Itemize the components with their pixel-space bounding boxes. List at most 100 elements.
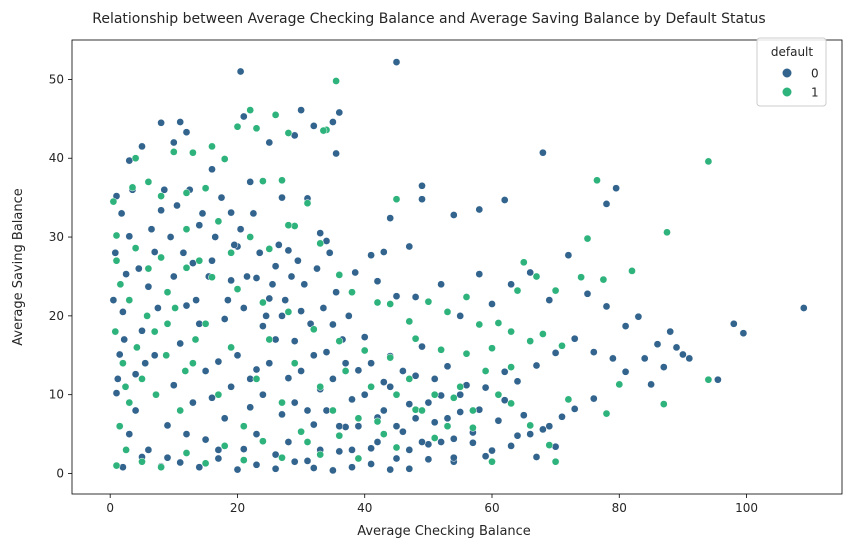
scatter-point-default-0 — [243, 272, 251, 281]
scatter-point-default-0 — [335, 108, 344, 117]
scatter-point-default-0 — [405, 400, 414, 408]
scatter-point-default-0 — [640, 354, 649, 363]
scatter-point-default-1 — [233, 285, 242, 293]
scatter-point-default-0 — [150, 351, 159, 360]
scatter-point-default-1 — [354, 454, 363, 463]
scatter-point-default-0 — [303, 457, 312, 465]
scatter-point-default-0 — [507, 280, 515, 289]
x-axis-label: Average Checking Balance — [357, 524, 531, 539]
scatter-point-default-0 — [621, 322, 630, 330]
scatter-point-default-0 — [252, 274, 261, 282]
scatter-point-default-0 — [111, 248, 120, 257]
scatter-point-default-0 — [354, 422, 363, 431]
scatter-point-default-0 — [211, 233, 220, 241]
scatter-point-default-0 — [379, 406, 388, 415]
scatter-point-default-0 — [481, 383, 490, 392]
scatter-point-default-0 — [284, 438, 293, 446]
scatter-point-default-1 — [171, 304, 179, 312]
scatter-point-default-0 — [233, 465, 242, 474]
scatter-point-default-1 — [481, 367, 490, 375]
scatter-point-default-1 — [208, 142, 216, 151]
scatter-point-default-1 — [112, 461, 121, 470]
scatter-point-default-1 — [430, 434, 439, 442]
scatter-point-default-0 — [418, 181, 426, 190]
y-tick-label: 20 — [49, 309, 64, 323]
scatter-point-default-0 — [290, 457, 299, 466]
scatter-point-default-0 — [539, 425, 547, 434]
scatter-point-default-1 — [278, 398, 286, 407]
scatter-point-default-0 — [239, 445, 248, 453]
scatter-point-default-1 — [303, 199, 312, 208]
x-tick-label: 0 — [106, 501, 114, 515]
scatter-point-default-0 — [189, 259, 197, 267]
scatter-point-default-0 — [348, 463, 356, 472]
scatter-point-default-0 — [233, 351, 242, 360]
scatter-point-default-0 — [424, 455, 433, 464]
scatter-point-default-0 — [570, 334, 579, 343]
scatter-point-default-1 — [615, 380, 624, 389]
scatter-point-default-0 — [112, 389, 121, 397]
scatter-point-default-1 — [115, 422, 124, 431]
scatter-point-default-1 — [386, 300, 395, 308]
scatter-point-default-0 — [214, 357, 223, 366]
scatter-point-default-1 — [507, 399, 515, 408]
scatter-point-default-0 — [157, 118, 165, 127]
scatter-point-default-0 — [262, 312, 270, 320]
scatter-point-default-0 — [500, 396, 509, 405]
scatter-point-default-0 — [437, 391, 445, 400]
scatter-point-default-0 — [714, 375, 722, 384]
scatter-point-default-1 — [122, 446, 130, 454]
scatter-point-default-1 — [488, 344, 496, 353]
scatter-point-default-0 — [367, 460, 375, 468]
scatter-point-default-0 — [532, 453, 541, 461]
scatter-point-default-0 — [297, 367, 305, 375]
scatter-point-default-0 — [430, 418, 439, 427]
scatter-point-default-1 — [303, 438, 312, 446]
scatter-point-default-0 — [220, 315, 229, 323]
scatter-point-default-0 — [313, 264, 321, 273]
scatter-point-default-0 — [348, 446, 356, 454]
x-tick-label: 100 — [735, 501, 758, 515]
scatter-point-default-1 — [239, 422, 248, 431]
scatter-point-default-1 — [265, 335, 274, 344]
scatter-point-default-1 — [545, 441, 554, 449]
scatter-point-default-1 — [599, 275, 608, 284]
scatter-point-default-1 — [112, 256, 121, 265]
scatter-point-default-1 — [335, 337, 344, 345]
scatter-point-default-0 — [176, 118, 185, 126]
scatter-point-default-1 — [157, 192, 165, 200]
scatter-point-default-0 — [392, 454, 401, 463]
scatter-point-default-0 — [685, 354, 694, 363]
scatter-point-default-0 — [551, 349, 560, 357]
chart-title: Relationship between Average Checking Ba… — [92, 11, 765, 27]
scatter-point-default-1 — [112, 231, 121, 240]
scatter-point-default-0 — [265, 138, 274, 147]
scatter-point-default-0 — [379, 378, 388, 386]
scatter-point-default-0 — [169, 138, 178, 147]
scatter-point-default-1 — [125, 398, 134, 407]
scatter-point-default-0 — [411, 293, 420, 301]
scatter-point-default-0 — [558, 412, 566, 421]
scatter-point-default-1 — [143, 312, 151, 320]
scatter-point-default-0 — [500, 196, 509, 204]
scatter-point-default-0 — [332, 288, 340, 297]
scatter-point-default-1 — [138, 457, 146, 466]
scatter-point-default-1 — [176, 406, 185, 415]
scatter-point-default-1 — [189, 359, 197, 368]
scatter-point-default-0 — [160, 185, 169, 194]
scatter-point-default-0 — [195, 463, 204, 472]
scatter-point-default-0 — [418, 438, 426, 446]
scatter-point-default-0 — [679, 350, 687, 359]
scatter-point-default-0 — [411, 414, 420, 423]
scatter-point-default-0 — [259, 322, 267, 330]
scatter-point-default-1 — [335, 431, 344, 440]
y-tick-label: 50 — [49, 72, 64, 86]
scatter-point-default-0 — [278, 193, 286, 202]
scatter-point-default-0 — [141, 359, 150, 368]
scatter-point-default-0 — [182, 430, 191, 438]
scatter-point-default-0 — [570, 405, 579, 413]
scatter-point-default-0 — [115, 350, 124, 359]
scatter-point-default-1 — [144, 264, 153, 273]
scatter-point-default-0 — [163, 453, 172, 462]
scatter-point-default-0 — [462, 381, 471, 390]
